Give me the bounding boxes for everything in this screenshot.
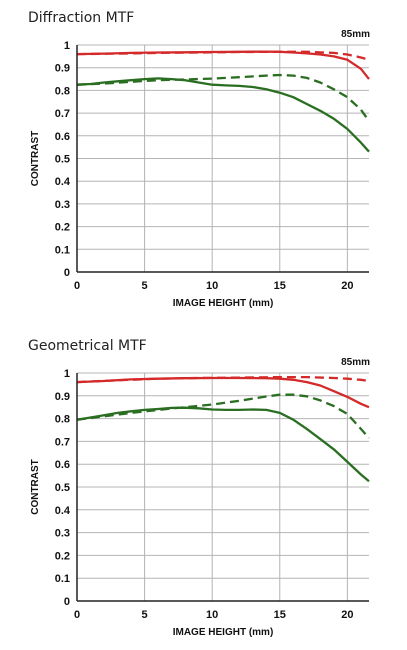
x-tick-label: 0	[74, 280, 80, 292]
y-tick-label: 1	[64, 40, 70, 52]
y-tick-label: 0.1	[55, 244, 70, 256]
x-tick-label: 20	[341, 280, 353, 292]
focal-length-label: 85mm	[341, 357, 370, 368]
y-tick-label: 1	[64, 368, 70, 380]
series-line-red-dashed	[76, 375, 370, 384]
series-line-green-solid	[76, 406, 370, 483]
x-tick-label: 20	[341, 609, 353, 621]
y-tick-label: 0.6	[55, 131, 70, 143]
y-axis-label: CONTRAST	[30, 459, 41, 515]
y-tick-label: 0.4	[55, 176, 71, 188]
series-line-green-solid	[76, 77, 370, 153]
chart-title: Geometrical MTF	[28, 338, 147, 354]
series-line-red-dashed	[76, 50, 370, 61]
x-tick-label: 10	[206, 280, 218, 292]
y-tick-label: 0.3	[55, 528, 70, 540]
focal-length-label: 85mm	[341, 29, 370, 40]
y-tick-label: 0.2	[55, 550, 70, 562]
y-tick-label: 0.9	[55, 63, 70, 75]
x-tick-label: 15	[274, 280, 286, 292]
chart-panel-diffraction: Diffraction MTF 0 0.1 0.2 0.3 0.4 0.5 0.6 0.7 0.…	[28, 10, 370, 309]
series-line-green-dashed	[76, 393, 370, 439]
y-tick-label: 0.6	[55, 459, 70, 471]
x-tick-label: 5	[142, 280, 148, 292]
y-tick-label: 0.2	[55, 222, 70, 234]
y-tick-label: 0.7	[55, 436, 70, 448]
x-tick-label: 0	[74, 609, 80, 621]
y-tick-label: 0	[64, 596, 70, 608]
x-tick-label: 5	[142, 609, 148, 621]
y-tick-label: 0.3	[55, 199, 70, 211]
y-tick-label: 0.4	[55, 505, 71, 517]
y-tick-label: 0.8	[55, 414, 70, 426]
y-tick-label: 0.9	[55, 391, 70, 403]
y-tick-label: 0	[64, 267, 70, 279]
y-tick-label: 0.1	[55, 573, 70, 585]
y-axis-label: CONTRAST	[30, 131, 41, 187]
y-tick-label: 0.5	[55, 482, 70, 494]
x-axis-label: IMAGE HEIGHT (mm)	[173, 298, 274, 309]
x-axis-label: IMAGE HEIGHT (mm)	[173, 627, 274, 638]
y-tick-label: 0.5	[55, 154, 70, 166]
series-line-red-solid	[76, 376, 370, 409]
x-tick-label: 15	[274, 609, 286, 621]
y-tick-label: 0.8	[55, 85, 70, 97]
chart-title: Diffraction MTF	[28, 10, 135, 26]
y-tick-label: 0.7	[55, 108, 70, 120]
x-tick-label: 10	[206, 609, 218, 621]
mtf-chart: 00.10.20.30.40.50.60.70.80.910 5 10 15 20IMA…	[30, 29, 370, 309]
series-line-green-dashed	[76, 73, 370, 122]
